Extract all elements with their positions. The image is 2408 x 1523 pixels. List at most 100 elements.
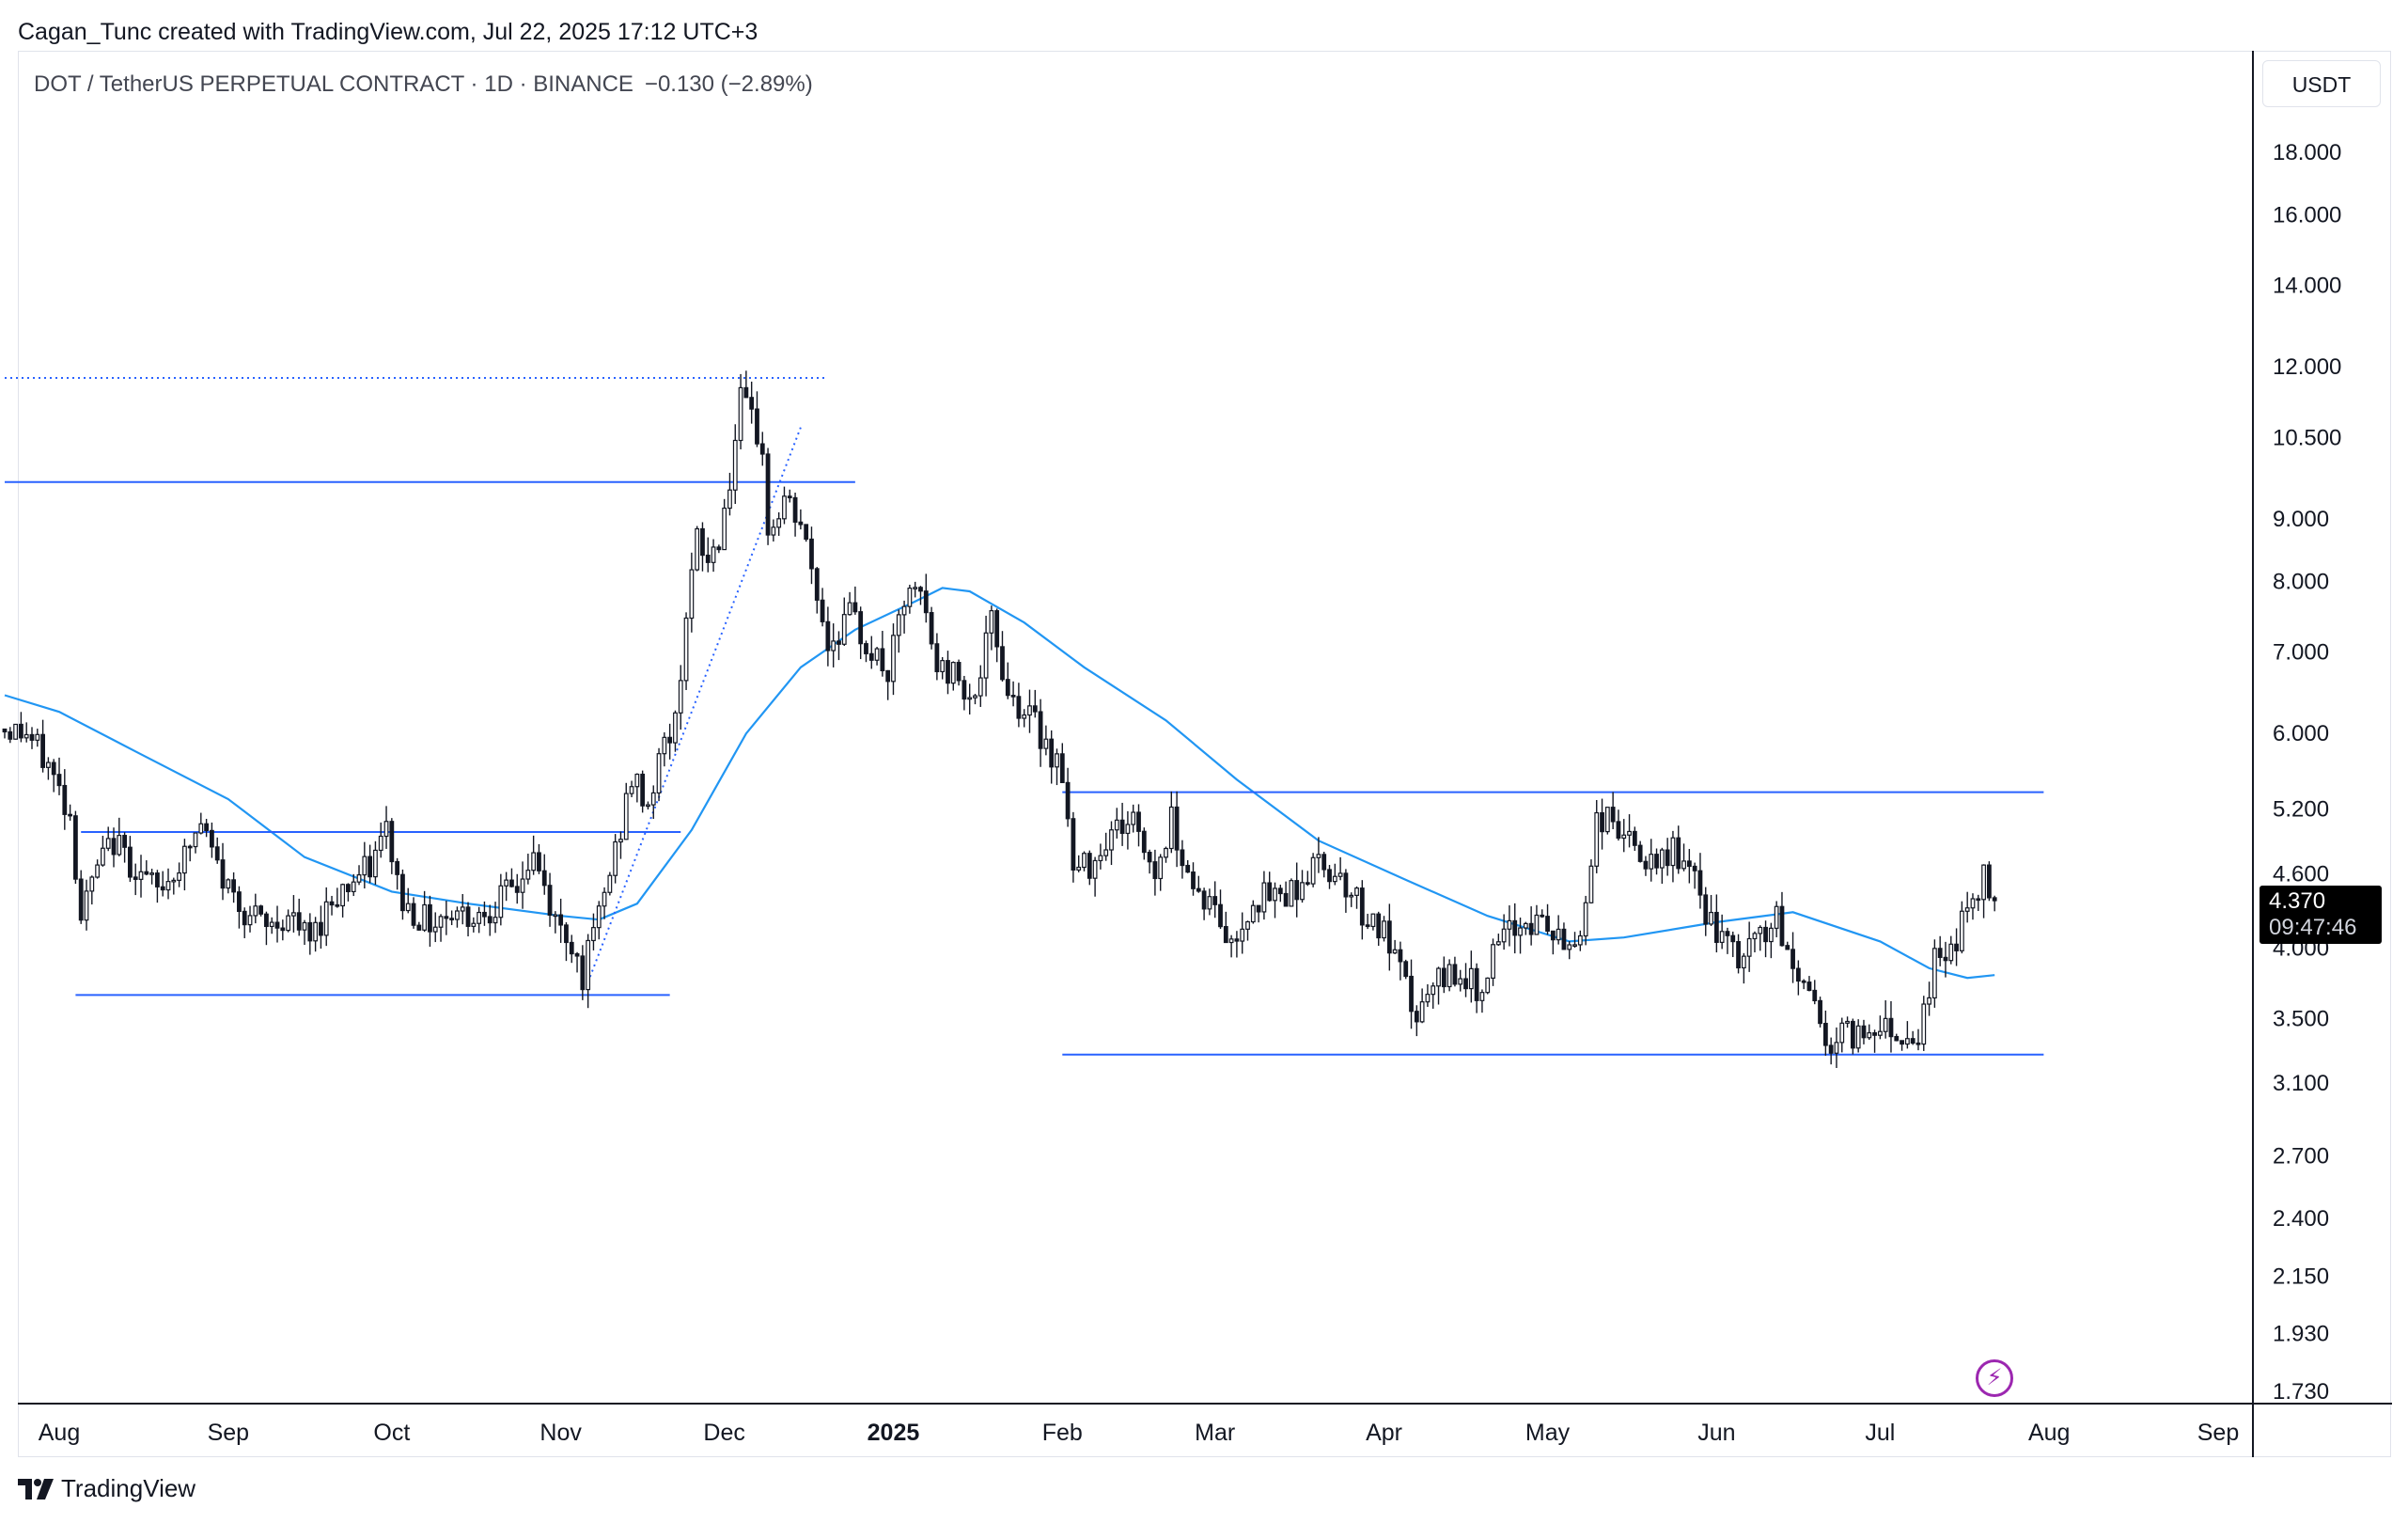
candle-body <box>1463 978 1468 990</box>
candle-body <box>1180 849 1185 867</box>
candle-body <box>1763 926 1768 943</box>
candle-body <box>977 677 983 697</box>
candle-body <box>623 793 629 840</box>
candle-body <box>934 643 940 673</box>
candle-body <box>1098 855 1103 862</box>
candle-body <box>1055 753 1059 768</box>
candle-body <box>1872 1032 1877 1036</box>
candle-body <box>1010 695 1016 698</box>
candle-body <box>498 885 504 919</box>
candle-body <box>792 496 798 523</box>
candle-body <box>383 821 389 838</box>
candle-body <box>204 823 210 832</box>
candle-body <box>1818 999 1822 1025</box>
candle-body <box>323 901 329 936</box>
candle-body <box>1359 887 1365 926</box>
candle-body <box>465 906 471 927</box>
candle-body <box>1212 896 1218 905</box>
candle-body <box>776 518 782 528</box>
candle-body <box>1512 919 1518 936</box>
candle-body <box>1806 981 1812 992</box>
candle-body <box>629 786 634 794</box>
candle-body <box>1436 967 1441 987</box>
candle-body <box>1583 902 1588 937</box>
candle-body <box>1572 944 1577 948</box>
candle-body <box>564 924 569 944</box>
candle-body <box>1092 859 1098 879</box>
candle-body <box>274 921 280 929</box>
candle-body <box>340 884 346 907</box>
candle-body <box>1119 819 1125 835</box>
candle-body <box>804 524 809 541</box>
candle-body <box>1632 830 1637 846</box>
x-tick-label: Jul <box>1865 1420 1895 1446</box>
candle-body <box>1468 967 1474 990</box>
candle-body <box>258 905 264 915</box>
y-tick-label: 8.000 <box>2273 569 2329 594</box>
candle-body <box>1300 882 1305 901</box>
candle-body <box>634 773 640 788</box>
candle-body <box>1354 887 1359 896</box>
candle-body <box>1850 1020 1855 1049</box>
candle-body <box>1703 894 1709 925</box>
candle-body <box>1223 926 1228 944</box>
candle-body <box>1321 854 1327 871</box>
candle-body <box>1904 1038 1910 1045</box>
candle-body <box>989 610 994 634</box>
candle-body <box>269 921 274 928</box>
candle-body <box>1523 922 1528 929</box>
candle-body <box>1681 860 1686 870</box>
candle-body <box>226 879 231 889</box>
candle-body <box>994 610 1000 648</box>
candle-body <box>1114 819 1119 831</box>
candle-body <box>1147 851 1152 863</box>
y-tick-label: 4.600 <box>2273 862 2329 887</box>
lightning-icon[interactable]: ⚡ <box>1976 1359 2013 1397</box>
candle-body <box>1577 934 1583 946</box>
candle-body <box>111 838 117 856</box>
candle-body <box>1168 806 1174 850</box>
candle-body <box>1452 964 1458 985</box>
candle-body <box>667 736 673 744</box>
candle-body <box>237 891 242 913</box>
y-tick-label: 9.000 <box>2273 507 2329 532</box>
candle-body <box>586 939 591 991</box>
candle-body <box>695 527 700 571</box>
candle-body <box>122 835 128 848</box>
brand-footer[interactable]: TradingView <box>18 1474 195 1503</box>
candle-body <box>138 871 144 880</box>
candle-body <box>62 784 68 815</box>
candle-body <box>1283 892 1289 907</box>
candle-body <box>1665 849 1670 867</box>
candle-body <box>1376 913 1382 939</box>
candle-body <box>1637 844 1643 862</box>
candle-body <box>841 614 847 645</box>
candle-body <box>1131 811 1136 825</box>
candle-body <box>525 870 531 880</box>
candle-body <box>105 838 111 849</box>
candle-body <box>1386 920 1392 954</box>
candle-body <box>432 926 438 933</box>
candle-body <box>531 852 537 871</box>
candle-body <box>1370 913 1376 928</box>
candle-body <box>1697 870 1703 896</box>
candle-body <box>678 680 683 714</box>
candle-body <box>493 917 498 924</box>
candle-body <box>837 640 841 645</box>
brand-name: TradingView <box>61 1474 196 1502</box>
currency-selector[interactable]: USDT <box>2262 60 2381 107</box>
candle-body <box>607 874 613 893</box>
candle-body <box>574 952 580 957</box>
candle-body <box>1518 927 1523 936</box>
candle-body <box>1616 821 1621 840</box>
candle-body <box>705 554 711 563</box>
candle-body <box>602 891 607 907</box>
candle-body <box>831 640 837 652</box>
candle-body <box>210 829 214 848</box>
candle-body <box>1474 967 1479 1001</box>
candle-body <box>504 879 509 887</box>
candle-body <box>1403 961 1409 978</box>
candle-body <box>880 648 885 672</box>
candle-body <box>1446 964 1452 988</box>
